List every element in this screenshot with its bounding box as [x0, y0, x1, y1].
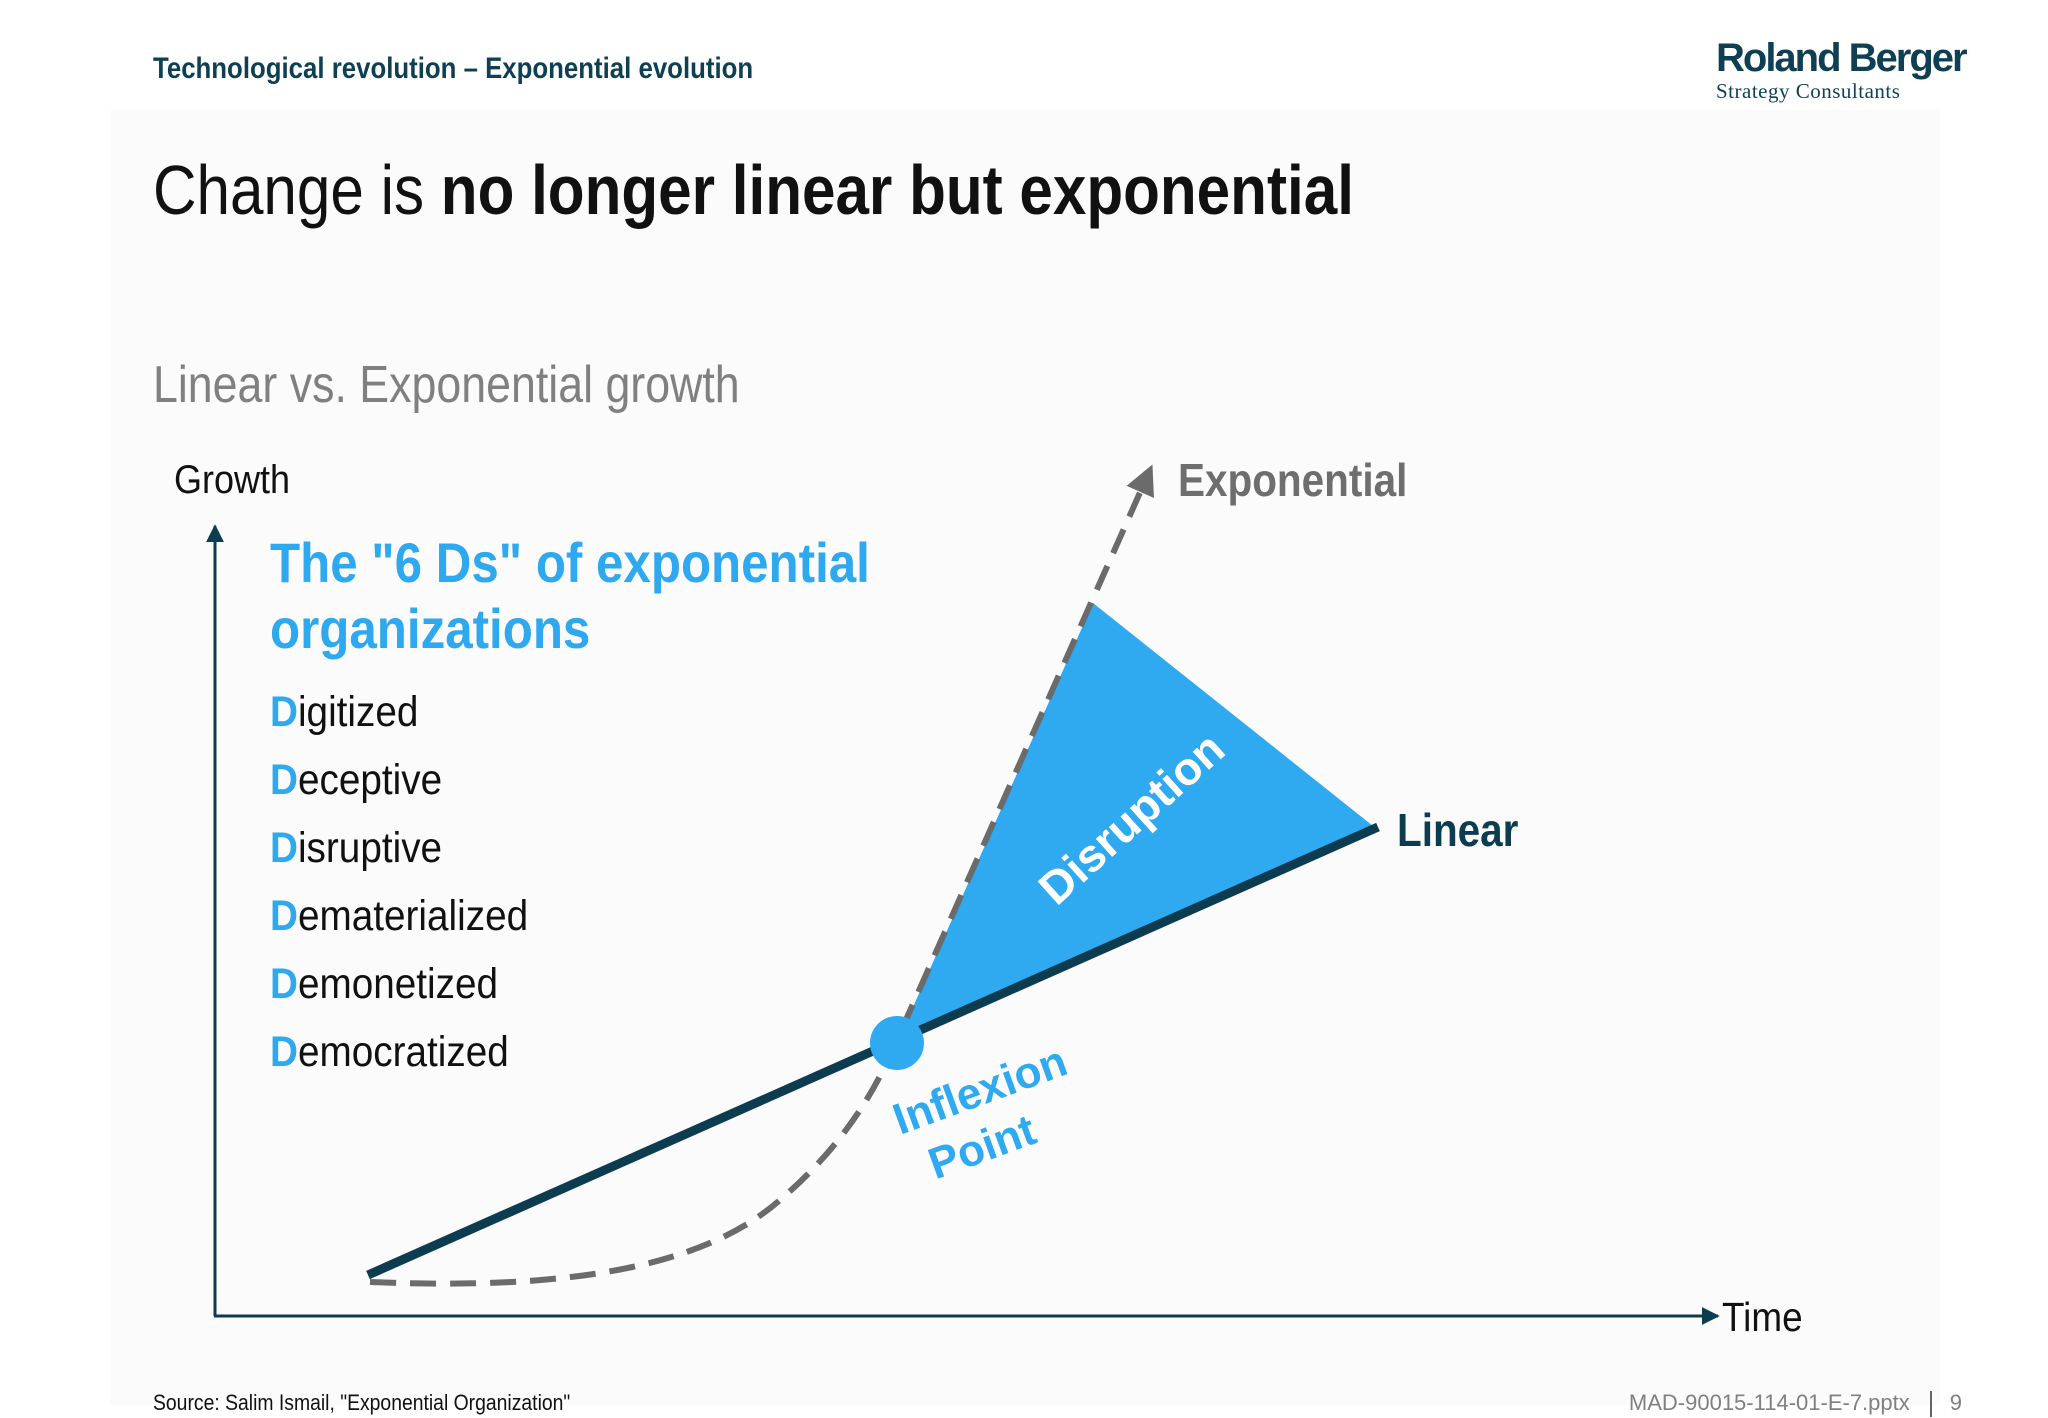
inflexion-point: [870, 1016, 924, 1070]
x-axis-label: Time: [1722, 1295, 1803, 1340]
d-word-rest: eceptive: [297, 756, 443, 804]
d-initial: D: [270, 960, 298, 1008]
d-word-rest: emonetized: [297, 960, 499, 1008]
title-bold: no longer linear but exponential: [440, 151, 1354, 229]
page-title: Change is no longer linear but exponenti…: [153, 150, 1354, 230]
d-word-rest: emocratized: [297, 1028, 509, 1076]
six-ds-title-line2: organizations: [270, 597, 591, 660]
list-item: Deceptive: [270, 750, 528, 818]
page-number: 9: [1949, 1390, 1962, 1415]
exponential-label: Exponential: [1178, 456, 1407, 507]
list-item: Disruptive: [270, 818, 528, 886]
logo-tagline: Strategy Consultants: [1716, 79, 1901, 103]
y-axis-label: Growth: [174, 458, 290, 502]
d-initial: D: [270, 892, 298, 940]
six-ds-title: The "6 Ds" of exponential organizations: [270, 530, 870, 662]
d-initial: D: [270, 688, 298, 736]
footer-reference: MAD-90015-114-01-E-7.pptx 9: [1628, 1390, 1962, 1418]
footer-divider: [1929, 1391, 1932, 1418]
d-word-rest: igitized: [297, 688, 419, 736]
d-initial: D: [270, 1028, 298, 1076]
title-regular: Change is: [153, 151, 441, 229]
list-item: Dematerialized: [270, 886, 528, 954]
section-title: Technological revolution – Exponential e…: [153, 52, 754, 85]
linear-label: Linear: [1397, 806, 1519, 857]
roland-berger-logo: Roland Berger Strategy Consultants: [1716, 36, 1968, 103]
logo-wordmark: Roland Berger: [1716, 36, 1968, 80]
diagram-subtitle: Linear vs. Exponential growth: [153, 356, 740, 414]
d-word-rest: ematerialized: [297, 892, 529, 940]
six-ds-title-line1: The "6 Ds" of exponential: [270, 531, 870, 594]
disruption-area: [897, 603, 1378, 1043]
list-item: Democratized: [270, 1022, 528, 1090]
exponential-curve: [369, 464, 1154, 1287]
d-initial: D: [270, 824, 298, 872]
d-initial: D: [270, 756, 298, 804]
source-note: Source: Salim Ismail, "Exponential Organ…: [153, 1390, 571, 1415]
list-item: Demonetized: [270, 954, 528, 1022]
six-ds-list: Digitized Deceptive Disruptive Demateria…: [270, 682, 528, 1090]
list-item: Digitized: [270, 682, 528, 750]
d-word-rest: isruptive: [297, 824, 443, 872]
document-id: MAD-90015-114-01-E-7.pptx: [1628, 1390, 1910, 1415]
